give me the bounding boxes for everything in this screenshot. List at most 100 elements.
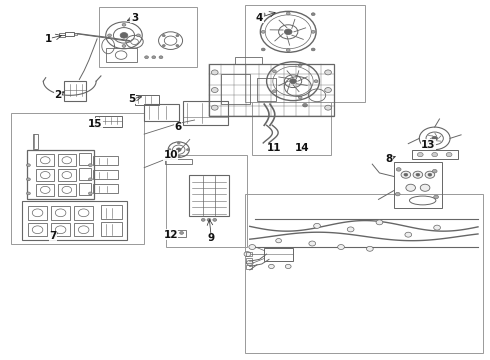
Circle shape — [176, 45, 179, 47]
Bar — [22, 201, 127, 240]
Text: 7: 7 — [49, 231, 57, 242]
Circle shape — [272, 90, 276, 93]
Circle shape — [401, 171, 411, 178]
Circle shape — [26, 178, 30, 181]
Text: 6: 6 — [174, 122, 181, 132]
Bar — [51, 206, 70, 220]
Bar — [36, 169, 54, 181]
Text: 12: 12 — [163, 230, 178, 240]
Bar — [246, 252, 252, 256]
Circle shape — [213, 219, 217, 221]
Circle shape — [417, 153, 423, 157]
Bar — [79, 183, 91, 195]
Bar — [58, 154, 76, 166]
Circle shape — [276, 239, 281, 243]
Bar — [33, 134, 38, 149]
Bar — [51, 223, 70, 237]
Bar — [36, 154, 54, 166]
Circle shape — [432, 136, 438, 140]
Circle shape — [89, 192, 92, 195]
Bar — [58, 184, 76, 196]
Circle shape — [314, 80, 318, 83]
Circle shape — [286, 49, 290, 51]
Circle shape — [413, 171, 423, 178]
Circle shape — [446, 153, 452, 157]
Circle shape — [420, 184, 430, 191]
Bar — [166, 155, 247, 247]
Circle shape — [314, 224, 320, 228]
Bar — [36, 184, 54, 196]
Circle shape — [425, 171, 435, 178]
Circle shape — [298, 96, 302, 99]
Bar — [189, 175, 229, 216]
Bar — [26, 150, 94, 199]
Circle shape — [201, 219, 205, 221]
Text: 5: 5 — [128, 94, 136, 104]
Circle shape — [244, 252, 251, 257]
Circle shape — [177, 155, 180, 157]
Bar — [79, 153, 91, 165]
Circle shape — [249, 244, 256, 249]
Bar — [95, 117, 122, 127]
Circle shape — [290, 79, 296, 84]
Circle shape — [89, 178, 92, 181]
Circle shape — [122, 23, 126, 26]
Circle shape — [246, 260, 253, 265]
Bar — [246, 265, 252, 269]
Text: 2: 2 — [54, 90, 61, 100]
Text: 15: 15 — [88, 118, 102, 129]
Circle shape — [26, 164, 30, 167]
Bar — [79, 168, 91, 180]
Circle shape — [338, 244, 344, 249]
Circle shape — [162, 35, 165, 37]
Circle shape — [395, 192, 400, 196]
Circle shape — [325, 105, 331, 110]
Text: 10: 10 — [163, 150, 178, 160]
Circle shape — [434, 195, 439, 199]
Circle shape — [303, 103, 307, 107]
Circle shape — [404, 173, 408, 176]
Bar — [11, 113, 144, 243]
Circle shape — [176, 148, 181, 152]
Bar — [28, 223, 47, 237]
Circle shape — [211, 105, 218, 110]
Circle shape — [284, 29, 292, 35]
Circle shape — [168, 149, 171, 151]
Bar — [59, 33, 65, 37]
Circle shape — [286, 12, 290, 15]
Bar — [183, 101, 228, 125]
Circle shape — [162, 45, 165, 47]
Bar — [257, 78, 276, 100]
Text: 1: 1 — [45, 34, 52, 44]
Text: 13: 13 — [421, 140, 436, 150]
Bar — [144, 104, 179, 121]
Circle shape — [311, 13, 315, 15]
Circle shape — [207, 219, 211, 221]
Bar — [93, 184, 118, 193]
Circle shape — [145, 56, 148, 59]
Bar — [101, 222, 122, 236]
Circle shape — [159, 56, 163, 59]
Bar — [65, 32, 74, 36]
Bar — [135, 95, 159, 105]
Circle shape — [432, 153, 438, 157]
Circle shape — [285, 264, 291, 269]
Circle shape — [432, 170, 437, 173]
Circle shape — [367, 246, 373, 251]
Circle shape — [172, 231, 176, 234]
Circle shape — [416, 173, 420, 176]
Bar — [28, 206, 47, 220]
Bar — [58, 169, 76, 181]
Circle shape — [269, 264, 274, 269]
Bar — [98, 7, 197, 67]
Circle shape — [434, 225, 441, 230]
Bar — [74, 32, 77, 35]
Circle shape — [376, 220, 383, 225]
Circle shape — [261, 48, 265, 51]
Bar — [74, 223, 93, 237]
Circle shape — [261, 13, 265, 15]
Circle shape — [396, 168, 401, 171]
Circle shape — [428, 173, 432, 176]
Bar — [394, 162, 442, 208]
Circle shape — [122, 45, 126, 48]
